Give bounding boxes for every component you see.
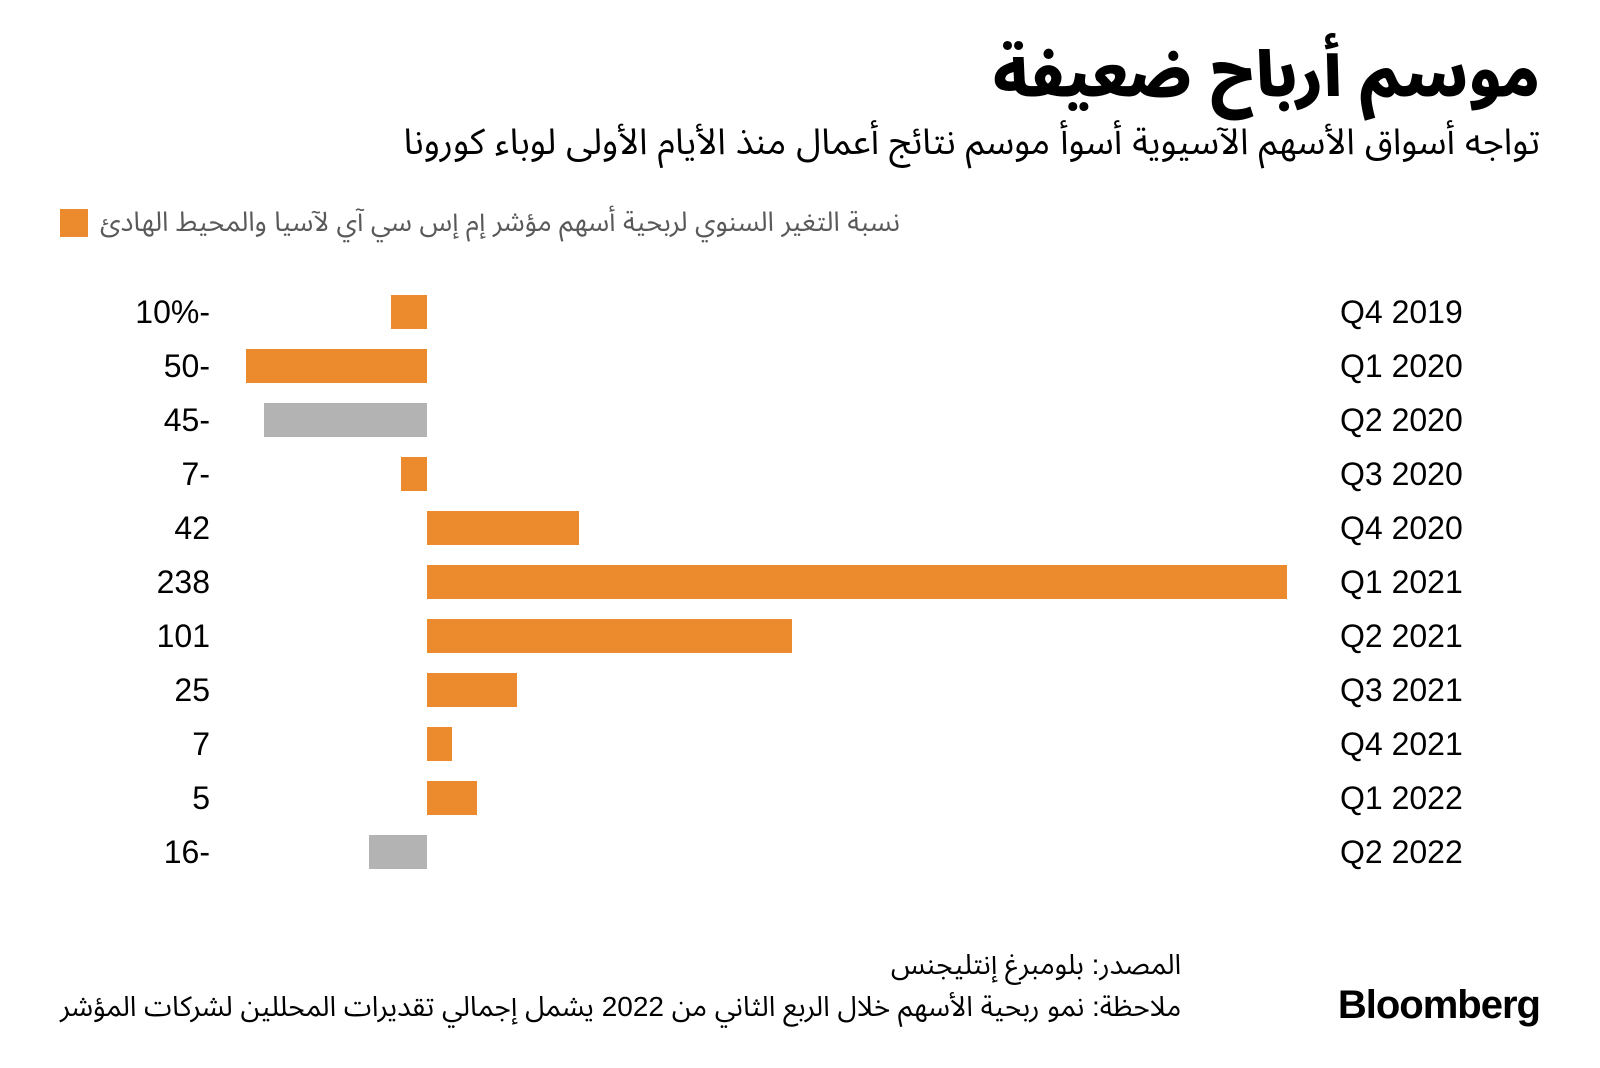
category-label: Q2 2021 bbox=[1330, 618, 1540, 655]
bar-area bbox=[210, 555, 1330, 609]
bar bbox=[246, 349, 427, 383]
bar bbox=[427, 619, 792, 653]
bar-area bbox=[210, 285, 1330, 339]
value-label: 16- bbox=[60, 834, 210, 871]
bar-area bbox=[210, 771, 1330, 825]
value-label: 7 bbox=[60, 726, 210, 763]
bar bbox=[369, 835, 427, 869]
category-label: Q3 2020 bbox=[1330, 456, 1540, 493]
bar-area bbox=[210, 501, 1330, 555]
category-label: Q4 2019 bbox=[1330, 294, 1540, 331]
bar bbox=[427, 727, 452, 761]
bar bbox=[401, 457, 426, 491]
bar-area bbox=[210, 825, 1330, 879]
category-label: Q3 2021 bbox=[1330, 672, 1540, 709]
bar-area bbox=[210, 447, 1330, 501]
category-label: Q1 2022 bbox=[1330, 780, 1540, 817]
chart-row: 10%- Q4 2019 bbox=[60, 285, 1540, 339]
chart-subtitle: تواجه أسواق الأسهم الآسيوية أسوأ موسم نت… bbox=[60, 119, 1540, 166]
bar-area bbox=[210, 663, 1330, 717]
bar-chart: 10%- Q4 2019 50- Q1 2020 45- Q2 2020 7- Q3 2020… bbox=[60, 285, 1540, 879]
value-label: 5 bbox=[60, 780, 210, 817]
chart-row: 7 Q4 2021 bbox=[60, 717, 1540, 771]
chart-row: 238 Q1 2021 bbox=[60, 555, 1540, 609]
category-label: Q4 2020 bbox=[1330, 510, 1540, 547]
footer: المصدر: بلومبرغ إنتليجنس ملاحظة: نمو ربح… bbox=[60, 944, 1540, 1028]
bar-area bbox=[210, 717, 1330, 771]
chart-row: 50- Q1 2020 bbox=[60, 339, 1540, 393]
value-label: 7- bbox=[60, 456, 210, 493]
chart-container: موسم أرباح ضعيفة تواجه أسواق الأسهم الآس… bbox=[0, 0, 1600, 1068]
bar bbox=[427, 673, 517, 707]
legend-swatch bbox=[60, 209, 88, 237]
category-label: Q1 2021 bbox=[1330, 564, 1540, 601]
chart-row: 25 Q3 2021 bbox=[60, 663, 1540, 717]
bar bbox=[427, 511, 579, 545]
category-label: Q2 2022 bbox=[1330, 834, 1540, 871]
bar-area bbox=[210, 393, 1330, 447]
chart-title: موسم أرباح ضعيفة bbox=[60, 40, 1540, 111]
chart-row: 42 Q4 2020 bbox=[60, 501, 1540, 555]
bar-area bbox=[210, 609, 1330, 663]
chart-row: 45- Q2 2020 bbox=[60, 393, 1540, 447]
chart-row: 5 Q1 2022 bbox=[60, 771, 1540, 825]
value-label: 101 bbox=[60, 618, 210, 655]
category-label: Q2 2020 bbox=[1330, 402, 1540, 439]
bar-area bbox=[210, 339, 1330, 393]
value-label: 238 bbox=[60, 564, 210, 601]
chart-row: 101 Q2 2021 bbox=[60, 609, 1540, 663]
bar bbox=[391, 295, 427, 329]
legend: نسبة التغير السنوي لربحية أسهم مؤشر إم إ… bbox=[60, 194, 1540, 251]
category-label: Q4 2021 bbox=[1330, 726, 1540, 763]
value-label: 25 bbox=[60, 672, 210, 709]
source-line: المصدر: بلومبرغ إنتليجنس bbox=[60, 944, 1181, 986]
bar bbox=[264, 403, 427, 437]
category-label: Q1 2020 bbox=[1330, 348, 1540, 385]
value-label: 10%- bbox=[60, 294, 210, 331]
note-line: ملاحظة: نمو ربحية الأسهم خلال الربع الثا… bbox=[60, 986, 1181, 1028]
value-label: 42 bbox=[60, 510, 210, 547]
brand-logo: Bloomberg bbox=[1338, 983, 1540, 1028]
value-label: 45- bbox=[60, 402, 210, 439]
bar bbox=[427, 565, 1287, 599]
bar bbox=[427, 781, 478, 815]
chart-row: 7- Q3 2020 bbox=[60, 447, 1540, 501]
legend-label: نسبة التغير السنوي لربحية أسهم مؤشر إم إ… bbox=[100, 194, 900, 251]
footer-text: المصدر: بلومبرغ إنتليجنس ملاحظة: نمو ربح… bbox=[60, 944, 1181, 1028]
chart-row: 16- Q2 2022 bbox=[60, 825, 1540, 879]
value-label: 50- bbox=[60, 348, 210, 385]
